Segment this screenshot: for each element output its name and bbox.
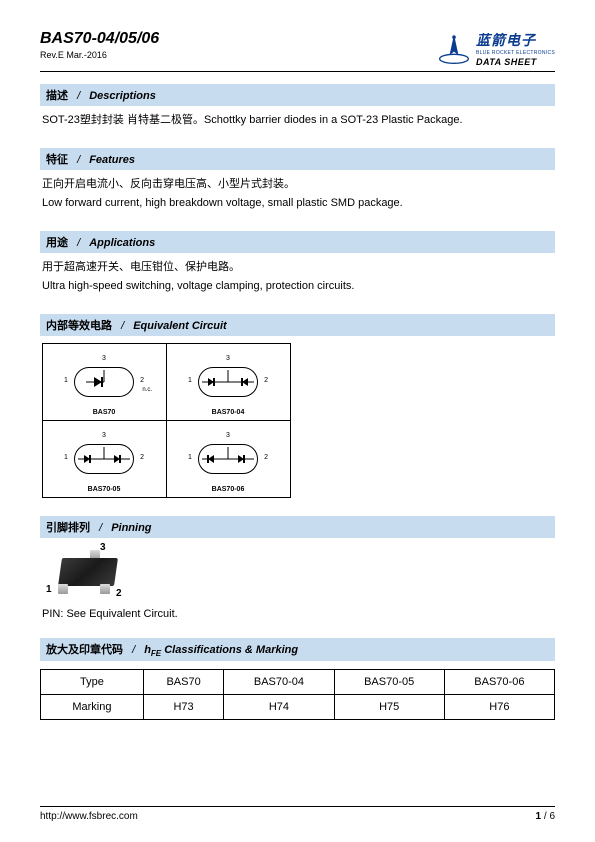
descriptions-text: SOT-23塑封封装 肖特基二极管。Schottky barrier diode…	[40, 112, 555, 130]
page-number: 1 / 6	[536, 811, 555, 822]
section-title-en: hFE Classifications & Marking	[144, 644, 298, 656]
diode-icon	[86, 370, 122, 394]
company-logo-icon	[436, 30, 472, 66]
table-cell: H74	[224, 695, 334, 720]
section-title-en: Equivalent Circuit	[133, 320, 227, 332]
section-title-sep: /	[77, 237, 80, 249]
doc-type-label: DATA SHEET	[476, 57, 537, 67]
table-cell: BAS70	[143, 670, 224, 695]
section-equivalent-circuit: 内部等效电路 / Equivalent Circuit 1 2 3 n.c.	[40, 314, 555, 498]
table-row: Type BAS70 BAS70-04 BAS70-05 BAS70-06	[41, 670, 555, 695]
circuit-cell-bas70-04: 1 2 3 BAS70-04	[166, 343, 291, 421]
section-title-cn: 放大及印章代码	[46, 644, 123, 656]
circuit-cell-bas70-06: 1 2 3 BAS70-06	[166, 420, 291, 498]
section-header-pinning: 引脚排列 / Pinning	[40, 516, 555, 538]
table-cell: H76	[444, 695, 554, 720]
section-title-cn: 特征	[46, 154, 68, 166]
section-header-marking: 放大及印章代码 / hFE Classifications & Marking	[40, 638, 555, 661]
section-applications: 用途 / Applications 用于超高速开关、电压钳位、保护电路。 Ult…	[40, 231, 555, 296]
diode-icon	[202, 447, 254, 471]
page-header: BAS70-04/05/06 Rev.E Mar.-2016 蓝箭电子 BLUE…	[40, 30, 555, 72]
table-row: Marking H73 H74 H75 H76	[41, 695, 555, 720]
circuit-cell-bas70-05: 1 2 3 BAS70-05	[42, 420, 167, 498]
pinning-note: PIN: See Equivalent Circuit.	[40, 608, 555, 620]
section-features: 特征 / Features 正向开启电流小、反向击穿电压高、小型片式封装。 Lo…	[40, 148, 555, 213]
table-cell: Marking	[41, 695, 144, 720]
footer-url: http://www.fsbrec.com	[40, 811, 138, 822]
applications-text: 用于超高速开关、电压钳位、保护电路。 Ultra high-speed swit…	[40, 259, 555, 296]
section-title-en: Descriptions	[89, 90, 156, 102]
table-cell: Type	[41, 670, 144, 695]
section-title-en: Features	[89, 154, 135, 166]
circuit-label: BAS70-04	[212, 409, 245, 416]
circuit-cell-bas70: 1 2 3 n.c. BAS70	[42, 343, 167, 421]
section-pinning: 引脚排列 / Pinning 1 2 3 PIN: See Equivalent…	[40, 516, 555, 620]
section-header-applications: 用途 / Applications	[40, 231, 555, 253]
circuit-label: BAS70	[93, 409, 116, 416]
pin-label-3: 3	[100, 542, 106, 553]
section-title-en: Pinning	[111, 522, 151, 534]
marking-table: Type BAS70 BAS70-04 BAS70-05 BAS70-06 Ma…	[40, 669, 555, 720]
title-block: BAS70-04/05/06 Rev.E Mar.-2016	[40, 30, 159, 60]
diode-icon	[78, 447, 130, 471]
section-header-circuit: 内部等效电路 / Equivalent Circuit	[40, 314, 555, 336]
section-header-descriptions: 描述 / Descriptions	[40, 84, 555, 106]
equivalent-circuit-diagram: 1 2 3 n.c. BAS70 1	[42, 344, 292, 498]
section-header-features: 特征 / Features	[40, 148, 555, 170]
table-cell: H73	[143, 695, 224, 720]
pinning-diagram: 1 2 3	[42, 544, 555, 604]
section-title-sep: /	[99, 522, 102, 534]
section-marking: 放大及印章代码 / hFE Classifications & Marking …	[40, 638, 555, 720]
part-number: BAS70-04/05/06	[40, 30, 159, 48]
logo-block: 蓝箭电子 BLUE ROCKET ELECTRONICS DATA SHEET	[436, 30, 555, 67]
section-descriptions: 描述 / Descriptions SOT-23塑封封装 肖特基二极管。Scho…	[40, 84, 555, 130]
circuit-label: BAS70-05	[88, 486, 121, 493]
revision: Rev.E Mar.-2016	[40, 50, 159, 60]
logo-text-cn: 蓝箭电子	[476, 30, 536, 50]
section-title-sep: /	[77, 90, 80, 102]
features-text: 正向开启电流小、反向击穿电压高、小型片式封装。 Low forward curr…	[40, 176, 555, 213]
section-title-en: Applications	[89, 237, 155, 249]
section-title-cn: 引脚排列	[46, 522, 90, 534]
table-cell: H75	[334, 695, 444, 720]
section-title-cn: 描述	[46, 90, 68, 102]
table-cell: BAS70-06	[444, 670, 554, 695]
section-title-sep: /	[121, 320, 124, 332]
section-title-sep: /	[132, 644, 135, 656]
section-title-sep: /	[77, 154, 80, 166]
diode-icon	[202, 370, 254, 394]
page-footer: http://www.fsbrec.com 1 / 6	[40, 806, 555, 822]
section-title-cn: 用途	[46, 237, 68, 249]
section-title-cn: 内部等效电路	[46, 320, 112, 332]
logo-text-en: BLUE ROCKET ELECTRONICS	[476, 50, 555, 56]
circuit-label: BAS70-06	[212, 486, 245, 493]
pin-label-1: 1	[46, 584, 52, 595]
table-cell: BAS70-05	[334, 670, 444, 695]
sot23-package-icon: 1 2 3	[42, 544, 132, 604]
table-cell: BAS70-04	[224, 670, 334, 695]
pin-label-2: 2	[116, 588, 122, 599]
